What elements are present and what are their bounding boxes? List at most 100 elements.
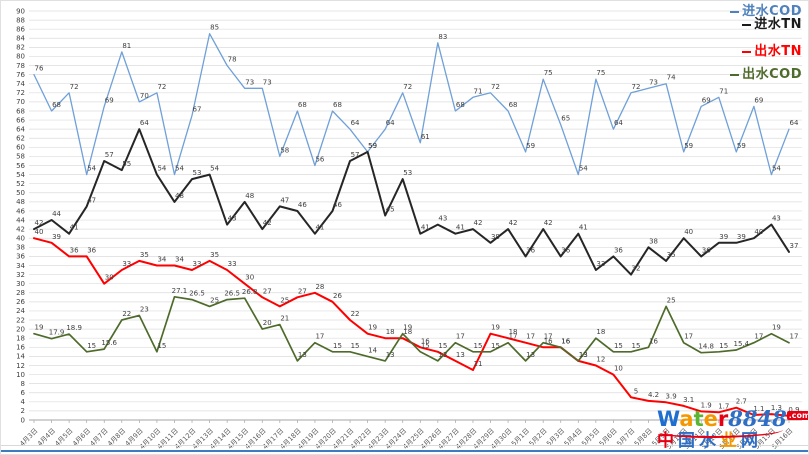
data-label: 19 <box>491 324 500 332</box>
data-label: 71 <box>473 87 482 95</box>
labels-出水TN: 40 39 36 36 30 33 35 34 34 33 35 33 30 27 25 27 28 26 22 19… <box>35 228 800 414</box>
y-tick-label: 32 <box>16 271 25 279</box>
data-label: 37 <box>790 242 799 250</box>
data-label: 19 <box>368 324 377 332</box>
data-label: 33 <box>122 260 131 268</box>
data-label: 42 <box>35 219 44 227</box>
y-tick-label: 18 <box>16 335 25 343</box>
labels-进水TN: 42 44 41 47 57 55 64 54 48 53 54 43 48 42 47 46 41 46 57 59… <box>35 119 799 272</box>
labels-进水COD: 76 68 72 54 69 81 70 72 54 67 85 78 73 73 58 68 56 68 64 59… <box>35 24 799 173</box>
x-axis-labels: 4月3日4月4日4月5日4月6日4月7日4月8日4月9日4月10日4月11日4月… <box>18 427 794 451</box>
data-label: 35 <box>210 251 219 259</box>
data-label: 19 <box>772 324 781 332</box>
data-label: 59 <box>526 142 535 150</box>
data-label: 17 <box>544 333 553 341</box>
y-tick-label: 20 <box>16 325 25 333</box>
data-label: 69 <box>702 96 711 104</box>
data-label: 17 <box>509 333 518 341</box>
y-tick-label: 14 <box>16 353 25 361</box>
data-label: 47 <box>87 196 96 204</box>
y-tick-label: 6 <box>21 389 26 397</box>
data-label: 13 <box>526 351 535 359</box>
y-tick-label: 16 <box>16 344 25 352</box>
data-label: 21 <box>280 315 289 323</box>
data-label: 23 <box>140 305 149 313</box>
data-label: 34 <box>157 255 166 263</box>
data-label: 74 <box>667 74 676 82</box>
data-label: 26 <box>333 292 342 300</box>
data-label: 27 <box>298 287 307 295</box>
data-label: 42 <box>544 219 553 227</box>
bottom-divider <box>1 445 808 446</box>
data-label: 15 <box>438 342 447 350</box>
data-label: 58 <box>280 146 289 154</box>
y-tick-label: 80 <box>16 53 25 61</box>
y-tick-label: 82 <box>16 44 25 52</box>
data-label: 59 <box>368 142 377 150</box>
y-tick-label: 12 <box>16 362 25 370</box>
data-label: 1.9 <box>701 401 712 409</box>
data-label: 57 <box>351 151 360 159</box>
data-label: 3.1 <box>683 396 694 404</box>
data-label: 15 <box>333 342 342 350</box>
data-label: 47 <box>280 196 289 204</box>
data-label: 26.8 <box>242 288 258 296</box>
data-label: 61 <box>421 133 430 141</box>
legend-label: 出水TN <box>754 44 802 59</box>
data-label: 64 <box>351 119 360 127</box>
data-label: 20 <box>263 319 272 327</box>
data-label: 73 <box>245 78 254 86</box>
data-label: 39 <box>52 233 61 241</box>
data-label: 15 <box>473 342 482 350</box>
y-tick-label: 72 <box>16 89 25 97</box>
legend-item-1: 进水COD <box>730 5 802 18</box>
data-label: 36 <box>70 246 79 254</box>
legend-line-marker <box>730 73 740 76</box>
data-label: 30 <box>245 274 254 282</box>
legend-line-marker <box>742 50 752 53</box>
y-tick-label: 52 <box>16 180 25 188</box>
y-tick-label: 46 <box>16 207 25 215</box>
y-tick-label: 44 <box>16 216 25 224</box>
data-label: 35 <box>667 251 676 259</box>
y-tick-label: 54 <box>16 171 25 179</box>
data-label: 13 <box>579 351 588 359</box>
y-tick-label: 56 <box>16 162 25 170</box>
data-label: 40 <box>35 228 44 236</box>
data-label: 75 <box>544 69 553 77</box>
data-label: 65 <box>561 115 570 123</box>
series-line <box>33 33 790 176</box>
data-label: 71 <box>719 87 728 95</box>
data-label: 43 <box>228 215 237 223</box>
data-label: 36 <box>614 246 623 254</box>
data-label: 15.4 <box>734 340 750 348</box>
data-label: 26.5 <box>189 290 205 298</box>
data-label: 68 <box>456 101 465 109</box>
y-tick-label: 28 <box>16 289 25 297</box>
data-label: 83 <box>438 33 447 41</box>
data-label: 4.2 <box>648 391 659 399</box>
legend-label: 进水TN <box>754 17 802 32</box>
data-label: 42 <box>263 219 272 227</box>
data-label: 36 <box>526 246 535 254</box>
legend-item-2: 进水TN <box>730 18 802 31</box>
y-tick-label: 90 <box>16 7 25 15</box>
data-label: 59 <box>684 142 693 150</box>
y-tick-label: 38 <box>16 244 25 252</box>
data-label: 13 <box>456 351 465 359</box>
data-label: 39 <box>719 233 728 241</box>
y-tick-label: 26 <box>16 298 25 306</box>
y-tick-label: 0 <box>21 416 25 424</box>
data-label: 15 <box>87 342 96 350</box>
data-label: 5 <box>634 387 638 395</box>
data-label: 59 <box>368 142 377 150</box>
data-label: 17 <box>315 333 324 341</box>
data-label: 72 <box>491 83 500 91</box>
data-label: 41 <box>421 224 430 232</box>
data-label: 53 <box>403 169 412 177</box>
data-label: 54 <box>579 165 588 173</box>
data-label: 46 <box>298 201 307 209</box>
data-label: 39 <box>737 233 746 241</box>
data-label: 48 <box>245 192 254 200</box>
